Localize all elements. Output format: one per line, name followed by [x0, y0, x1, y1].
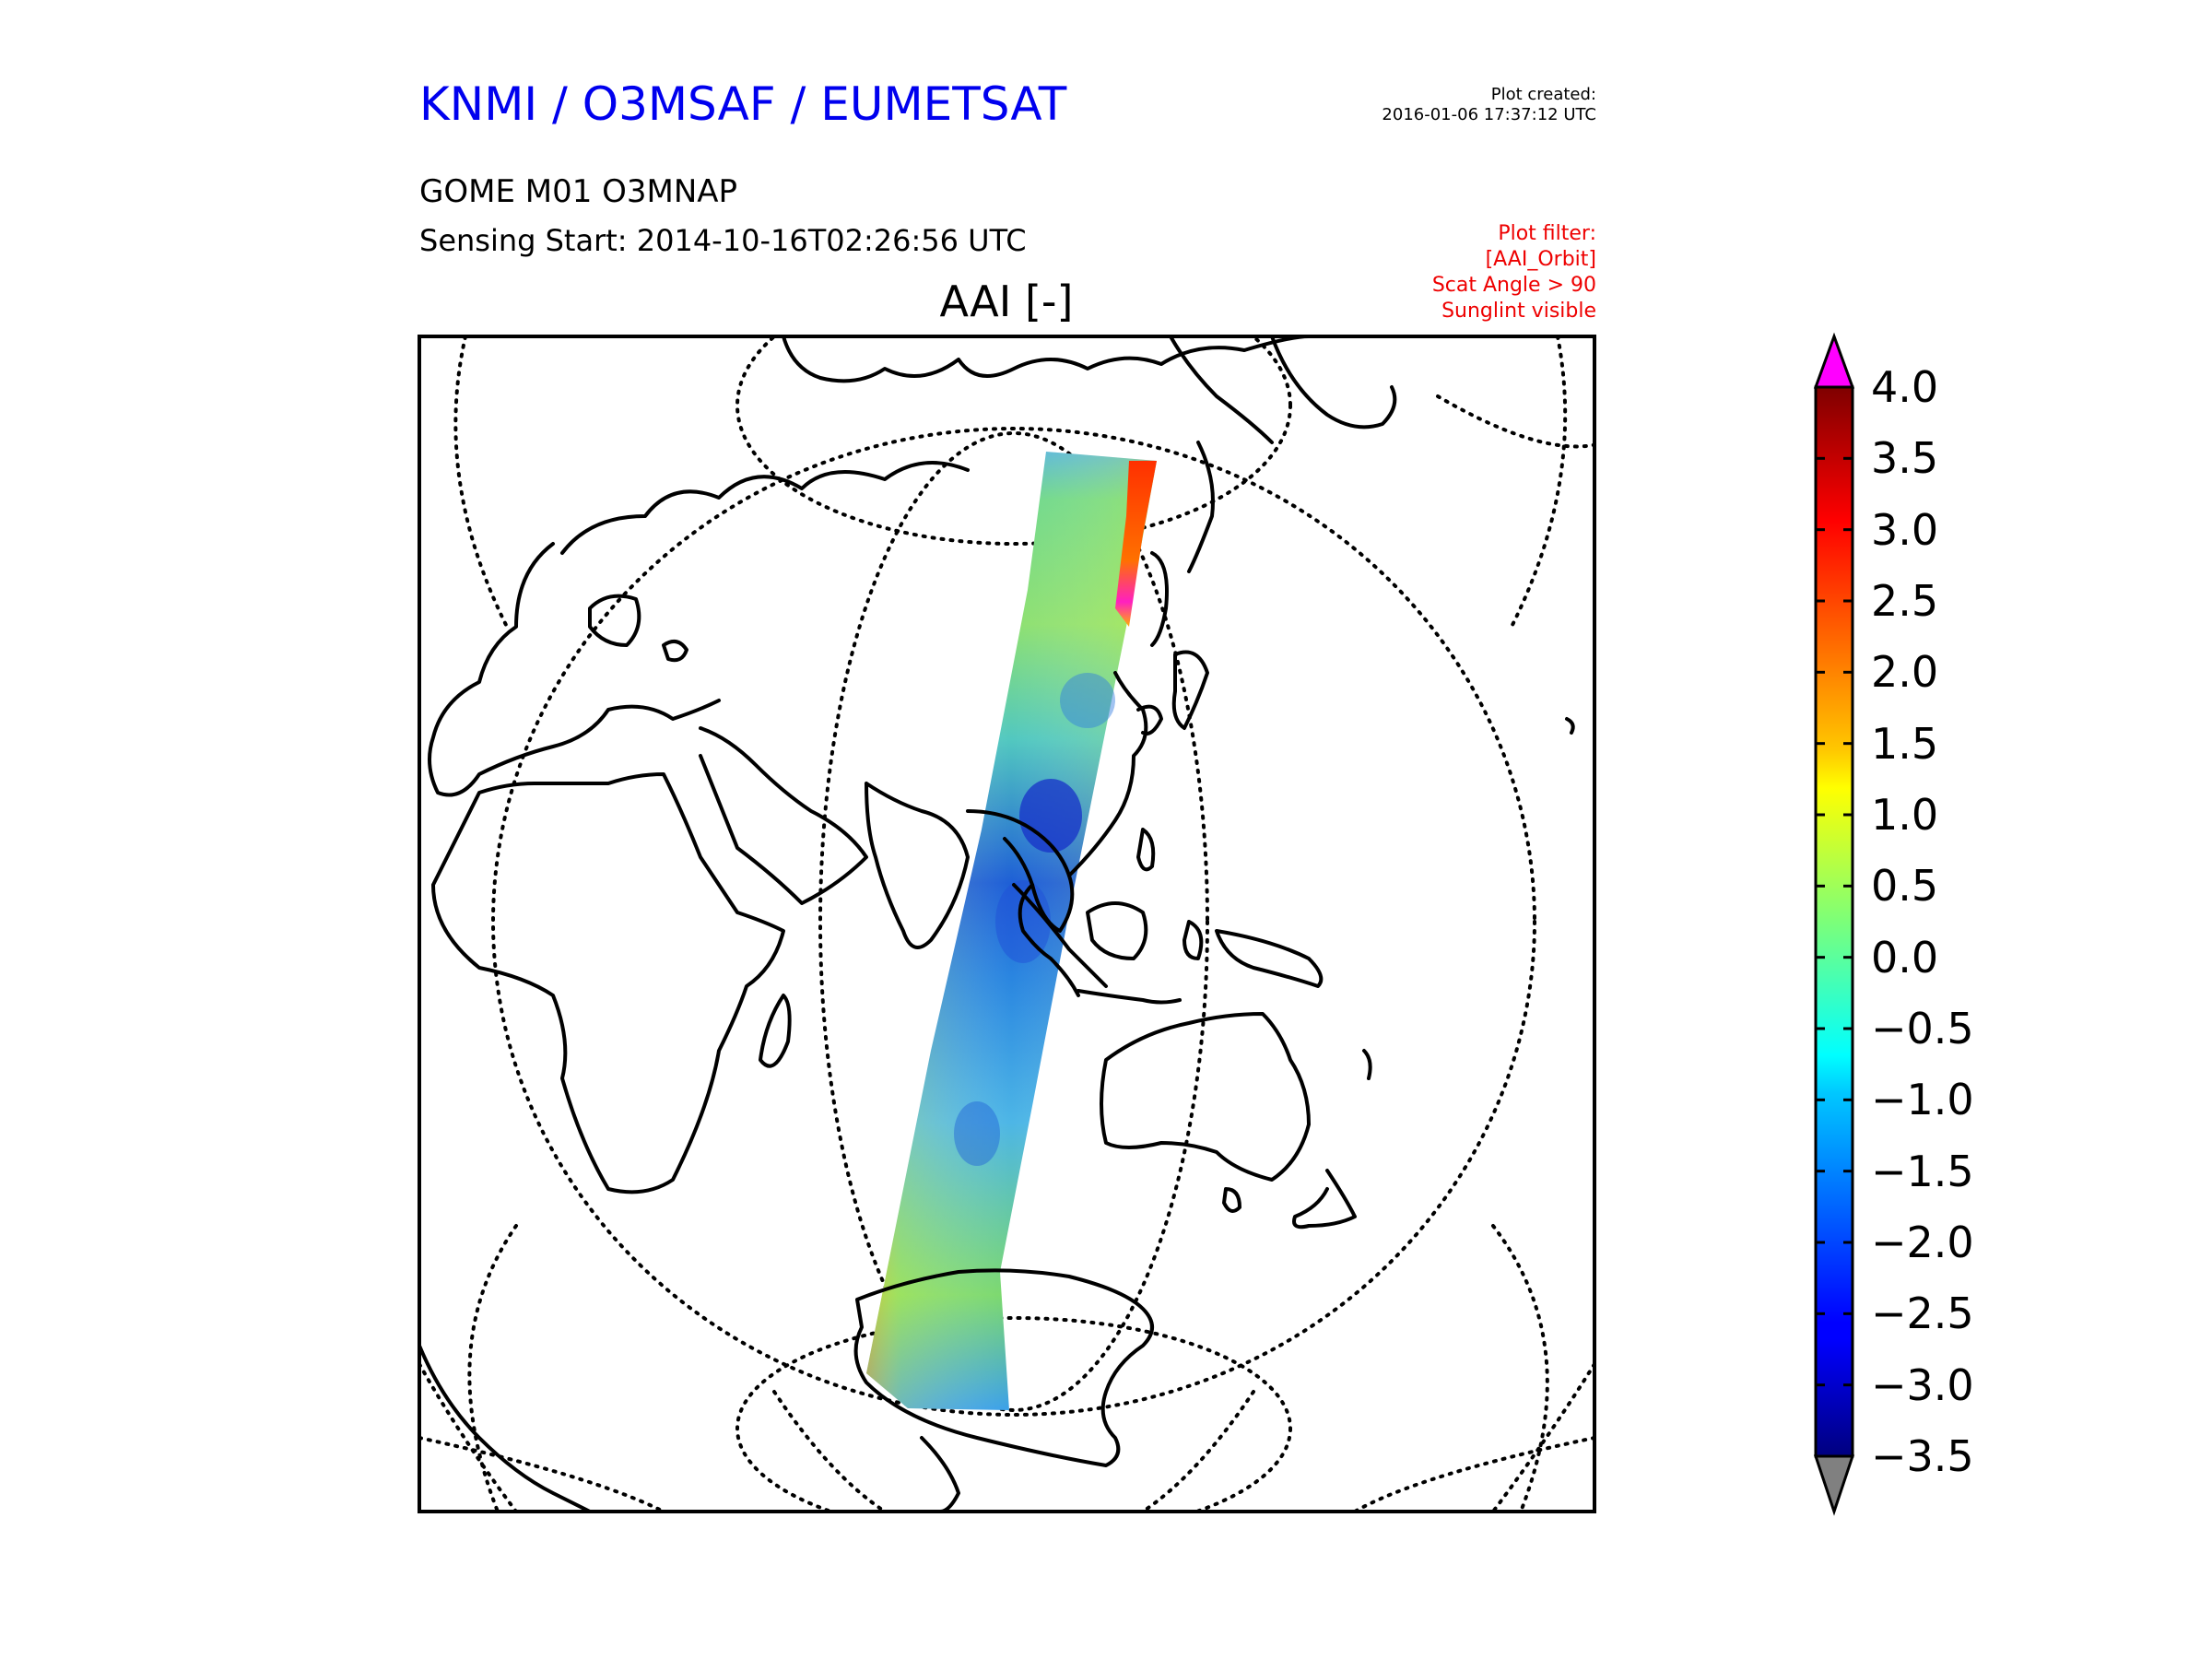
colorbar-tick-label: 0.5 [1871, 861, 1939, 912]
plot-filter: Plot filter: [AAI_Orbit] Scat Angle > 90… [1432, 221, 1596, 324]
plot-created-label: Plot created: [1490, 85, 1596, 104]
colorbar-tick-label: 2.5 [1871, 576, 1939, 626]
plot-filter-line: Scat Angle > 90 [1431, 274, 1596, 297]
colorbar-tick-label: −2.0 [1871, 1218, 1974, 1267]
colorbar-tick-label: 1.5 [1871, 718, 1939, 769]
colorbar-over-arrow [1813, 332, 1855, 389]
map-area [419, 336, 1594, 1512]
colorbar-tick-label: −1.0 [1871, 1075, 1974, 1125]
colorbar [1813, 332, 1855, 1516]
plot-filter-line: [AAI_Orbit] [1485, 248, 1596, 271]
sensing-start: Sensing Start: 2014-10-16T02:26:56 UTC [419, 223, 1027, 258]
colorbar-tick-label: 2.0 [1871, 647, 1939, 698]
aai-swath [866, 452, 1157, 1410]
colorbar-tick-label: 3.0 [1871, 504, 1939, 555]
map-title: AAI [-] [939, 276, 1074, 326]
colorbar-tick-label: 3.5 [1871, 433, 1939, 484]
colorbar-tick-label: 1.0 [1871, 790, 1939, 840]
plot-filter-title: Plot filter: [1498, 222, 1596, 245]
colorbar-tick-label: 4.0 [1871, 362, 1939, 412]
colorbar-tick-label: −0.5 [1871, 1004, 1974, 1053]
colorbar-ticks [1816, 385, 1853, 1458]
organization-title: KNMI / O3MSAF / EUMETSAT [419, 77, 1067, 131]
colorbar-under-arrow [1813, 1454, 1855, 1516]
graticule [419, 336, 1594, 1512]
plot-created-time: 2016-01-06 17:37:12 UTC [1382, 105, 1596, 124]
colorbar-tick-label: −2.5 [1871, 1288, 1974, 1339]
colorbar-tick-label: −1.5 [1871, 1146, 1974, 1196]
map-frame [418, 335, 1596, 1513]
colorbar-tick-label: −3.5 [1871, 1431, 1974, 1481]
colorbar-gradient [1814, 385, 1854, 1458]
product-title: GOME M01 O3MNAP [419, 173, 738, 210]
plot-filter-line: Sunglint visible [1441, 300, 1596, 323]
colorbar-tick-label: 0.0 [1871, 932, 1939, 982]
colorbar-tick-label: −3.0 [1871, 1359, 1974, 1410]
coastlines [419, 336, 1575, 1512]
